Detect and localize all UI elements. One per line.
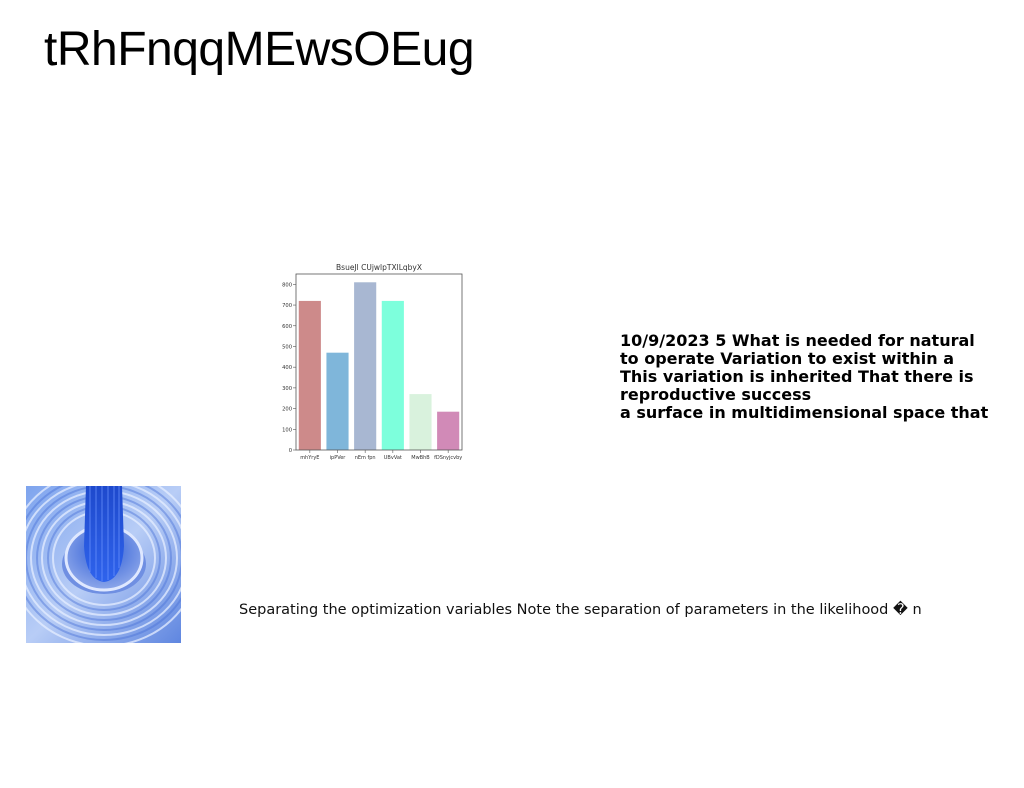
x-tick-label: ipPVer xyxy=(330,455,347,461)
x-tick-label: fDSnyjcvby xyxy=(434,455,462,461)
bar xyxy=(326,352,349,450)
y-tick-label: 600 xyxy=(282,324,292,330)
notes-line: reproductive success xyxy=(620,385,812,404)
bar xyxy=(298,300,321,450)
notes-text-block: 10/9/2023 5 What is needed for natural t… xyxy=(620,332,1000,422)
bar xyxy=(354,282,377,450)
page-title: tRhFnqqMEwsOEug xyxy=(44,23,475,76)
notes-line: a surface in multidimensional space that xyxy=(620,403,989,422)
y-tick-label: 0 xyxy=(289,448,292,454)
y-tick-label: 400 xyxy=(282,365,292,371)
notes-line: 10/9/2023 5 What is needed for natural xyxy=(620,331,975,350)
bar xyxy=(437,411,460,450)
x-tick-label: nEm fpn xyxy=(355,455,376,461)
bar xyxy=(409,394,432,450)
chart-title: BsueJl CUjwlpTXlLqbyX xyxy=(336,263,422,272)
bar xyxy=(381,300,404,450)
y-axis: 0 100 200 300 400 500 600 700 800 xyxy=(282,282,296,454)
y-tick-label: 700 xyxy=(282,303,292,309)
notes-line: to operate Variation to exist within a xyxy=(620,349,954,368)
x-axis: mhYryE ipPVer nEm fpn UBvVat MwBhB fDSnyjcvby xyxy=(300,450,462,461)
caption-text: Separating the optimization variables No… xyxy=(239,602,922,618)
bar-chart-svg: BsueJl CUjwlpTXlLqbyX 0 100 200 300 400 500 60… xyxy=(282,263,463,461)
x-tick-label: MwBhB xyxy=(411,455,430,461)
y-tick-label: 300 xyxy=(282,386,292,392)
y-tick-label: 200 xyxy=(282,407,292,413)
x-tick-label: mhYryE xyxy=(300,455,319,461)
notes-line: This variation is inherited That there i… xyxy=(620,367,974,386)
swirl-thumbnail-image xyxy=(26,486,181,643)
y-tick-label: 100 xyxy=(282,427,292,433)
y-tick-label: 800 xyxy=(282,282,292,288)
bars xyxy=(298,282,460,450)
y-tick-label: 500 xyxy=(282,344,292,350)
x-tick-label: UBvVat xyxy=(384,455,402,461)
bar-chart: BsueJl CUjwlpTXlLqbyX 0 100 200 300 400 500 60… xyxy=(276,258,472,468)
plot-frame xyxy=(295,273,463,451)
